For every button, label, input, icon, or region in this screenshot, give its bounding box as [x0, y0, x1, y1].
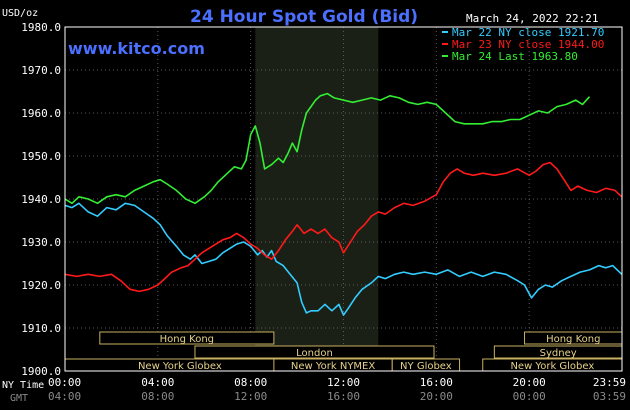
- session-box: [99, 331, 275, 345]
- y-tick-label: 1980.0: [21, 21, 61, 34]
- x-tick-label-ny: 23:59: [593, 376, 626, 389]
- website-label: www.kitco.com: [68, 39, 205, 58]
- session-label: Hong Kong: [160, 334, 214, 345]
- series-line-2: [64, 161, 623, 293]
- timestamp-label: March 24, 2022 22:21: [466, 12, 598, 25]
- x-tick-label-gmt: 12:00: [234, 390, 267, 403]
- ny-time-label: NY Time: [2, 380, 44, 391]
- y-tick-label: 1920.0: [21, 279, 61, 292]
- session-label: New York NYMEX: [291, 361, 376, 372]
- y-tick-label: 1900.0: [21, 365, 61, 378]
- x-tick-label-ny: 20:00: [513, 376, 546, 389]
- y-axis-unit-label: USD/oz: [2, 8, 38, 19]
- series-line-3: [64, 92, 591, 205]
- y-tick-label: 1910.0: [21, 322, 61, 335]
- plot-border: [64, 26, 623, 372]
- x-tick-label-gmt: 20:00: [420, 390, 453, 403]
- session-label: London: [296, 348, 333, 359]
- gmt-label: GMT: [10, 393, 28, 404]
- y-tick-label: 1950.0: [21, 150, 61, 163]
- x-tick-label-ny: 00:00: [48, 376, 81, 389]
- x-tick-label-ny: 04:00: [141, 376, 174, 389]
- session-label: NY Globex: [400, 361, 452, 372]
- legend-entry: Mar 22 NY close 1921.70: [452, 26, 604, 39]
- session-box: [194, 345, 435, 359]
- x-tick-label-gmt: 04:00: [48, 390, 81, 403]
- x-tick-label-gmt: 08:00: [141, 390, 174, 403]
- x-tick-label-gmt: 00:00: [513, 390, 546, 403]
- session-label: Hong Kong: [546, 334, 600, 345]
- y-tick-label: 1960.0: [21, 107, 61, 120]
- legend-entry: Mar 24 Last 1963.80: [452, 50, 578, 63]
- x-tick-label-gmt: 16:00: [327, 390, 360, 403]
- session-label: New York Globex: [138, 361, 222, 372]
- y-tick-label: 1930.0: [21, 236, 61, 249]
- chart-title: 24 Hour Spot Gold (Bid): [190, 7, 418, 27]
- x-tick-label-ny: 08:00: [234, 376, 267, 389]
- x-tick-label-ny: 12:00: [327, 376, 360, 389]
- x-tick-label-ny: 16:00: [420, 376, 453, 389]
- legend-entry: Mar 23 NY close 1944.00: [452, 38, 604, 51]
- y-tick-label: 1940.0: [21, 193, 61, 206]
- y-tick-label: 1970.0: [21, 64, 61, 77]
- x-tick-label-gmt: 03:59: [593, 390, 626, 403]
- series-line-1: [64, 202, 623, 316]
- session-label: New York Globex: [510, 361, 594, 372]
- session-label: Sydney: [540, 348, 577, 359]
